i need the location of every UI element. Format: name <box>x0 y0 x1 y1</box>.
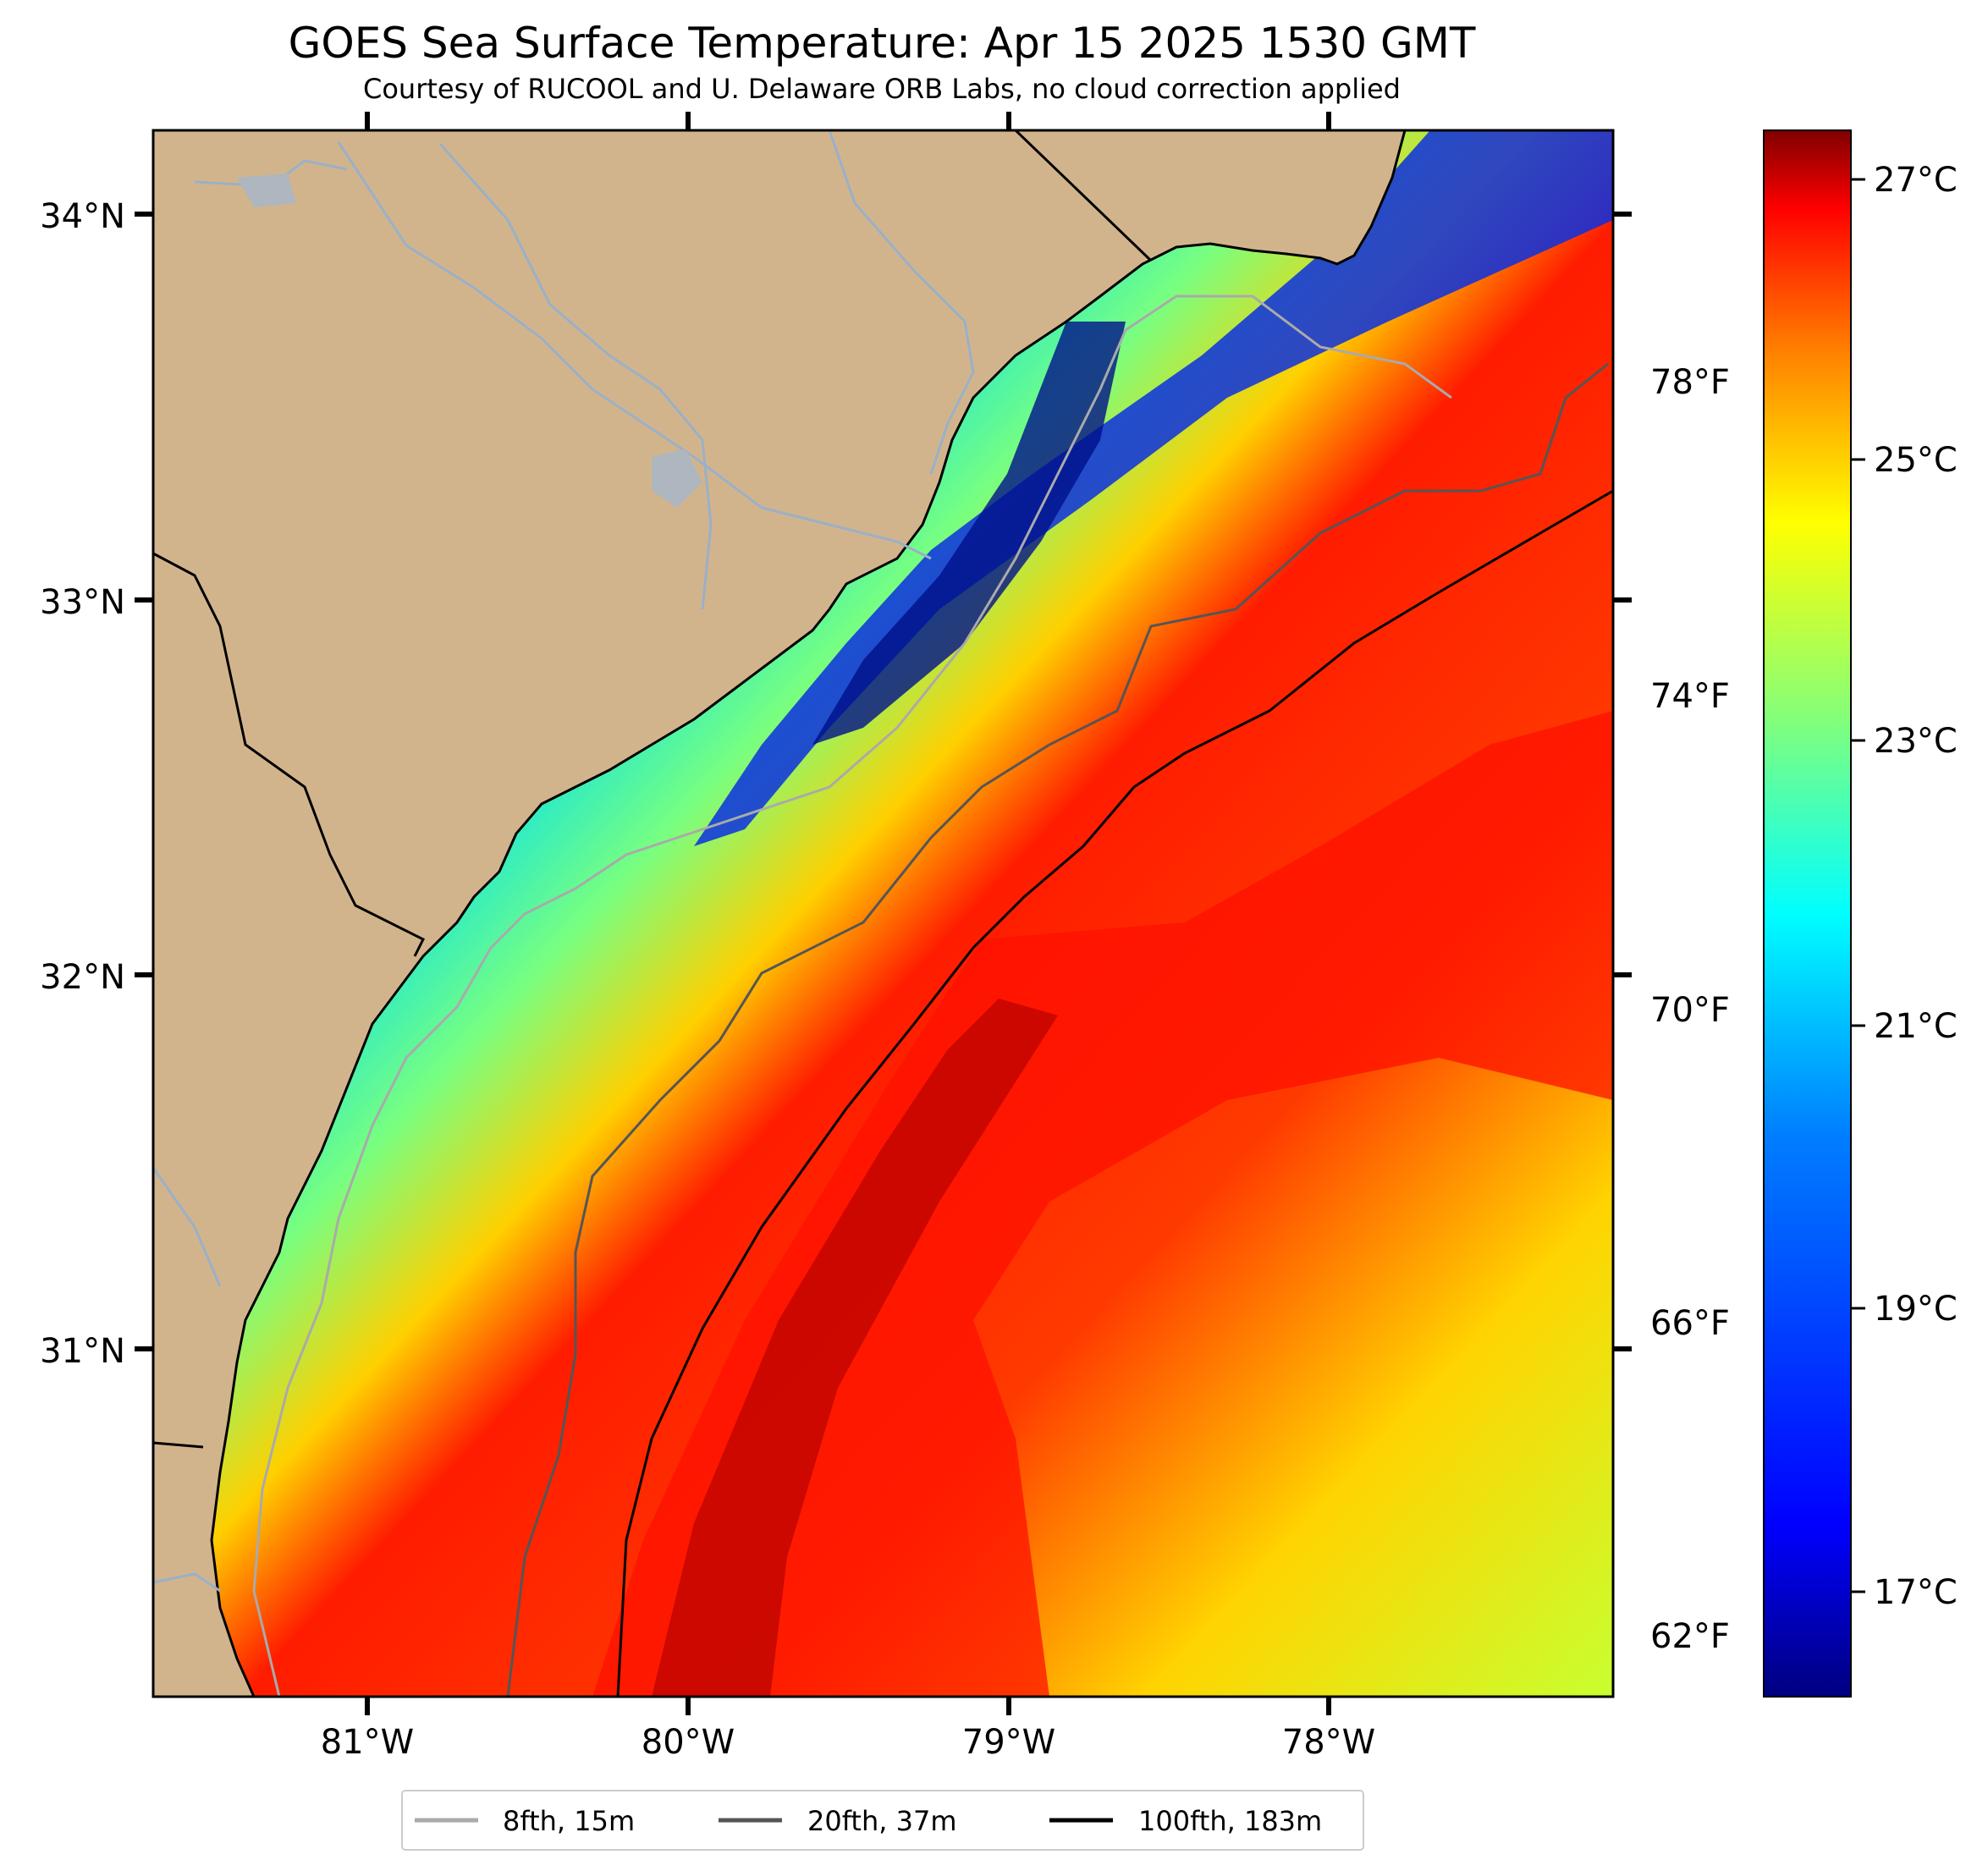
lat-label-31n: 31°N <box>40 1332 125 1371</box>
colorbar-label-23c: 23°C <box>1874 722 1958 761</box>
figure-title: GOES Sea Surface Temperature: Apr 15 202… <box>289 19 1476 68</box>
legend: 8fth, 15m 20fth, 37m 100fth, 183m <box>401 1790 1364 1851</box>
legend-box <box>401 1790 1364 1851</box>
degf-label-70: 70°F <box>1650 991 1730 1030</box>
gulf-stream-core <box>592 711 1613 1697</box>
degf-label-62: 62°F <box>1650 1617 1730 1656</box>
lake <box>652 448 702 508</box>
colorbar-ticks <box>1851 178 1865 1593</box>
colorbar-label-17c: 17°C <box>1874 1573 1958 1612</box>
lon-label-80w: 80°W <box>642 1723 735 1762</box>
map-panel <box>153 130 1613 1697</box>
colorbar-label-19c: 19°C <box>1874 1290 1958 1329</box>
cold-nearshore-band <box>694 130 1613 846</box>
lake <box>237 173 296 207</box>
legend-label-20fth: 20fth, 37m <box>807 1805 956 1837</box>
rivers <box>153 130 975 1593</box>
degf-label-66: 66°F <box>1650 1304 1730 1343</box>
colorbar-label-27c: 27°C <box>1874 161 1958 200</box>
state-borders <box>153 130 1153 1449</box>
contour-20fth <box>506 362 1609 1697</box>
figure-subtitle: Courtesy of RUCOOL and U. Delaware ORB L… <box>363 73 1401 105</box>
lat-label-32n: 32°N <box>40 958 125 997</box>
colorbar-label-25c: 25°C <box>1874 441 1958 480</box>
legend-label-100fth: 100fth, 183m <box>1138 1805 1322 1837</box>
land-mass <box>153 130 1407 1697</box>
degf-label-74: 74°F <box>1650 677 1730 716</box>
right-axis-ticks <box>1613 212 1632 1351</box>
contour-100fth <box>616 489 1613 1697</box>
degf-label-78: 78°F <box>1650 363 1730 402</box>
lon-label-81w: 81°W <box>321 1723 414 1762</box>
lon-label-79w: 79°W <box>962 1723 1055 1762</box>
contour-8fth <box>252 294 1452 1697</box>
colorbar-label-21c: 21°C <box>1874 1007 1958 1046</box>
legend-label-8fth: 8fth, 15m <box>503 1805 635 1837</box>
lon-label-78w: 78°W <box>1282 1723 1375 1762</box>
map-frame <box>151 129 1615 1698</box>
lat-label-33n: 33°N <box>40 583 125 622</box>
lat-label-34n: 34°N <box>40 197 125 236</box>
very-cold-patch <box>812 322 1126 745</box>
gulf-stream-deep-red <box>652 999 1058 1697</box>
longitude-axis <box>365 112 1331 1715</box>
colorbar <box>1763 129 1852 1698</box>
latitude-axis <box>135 212 153 1351</box>
